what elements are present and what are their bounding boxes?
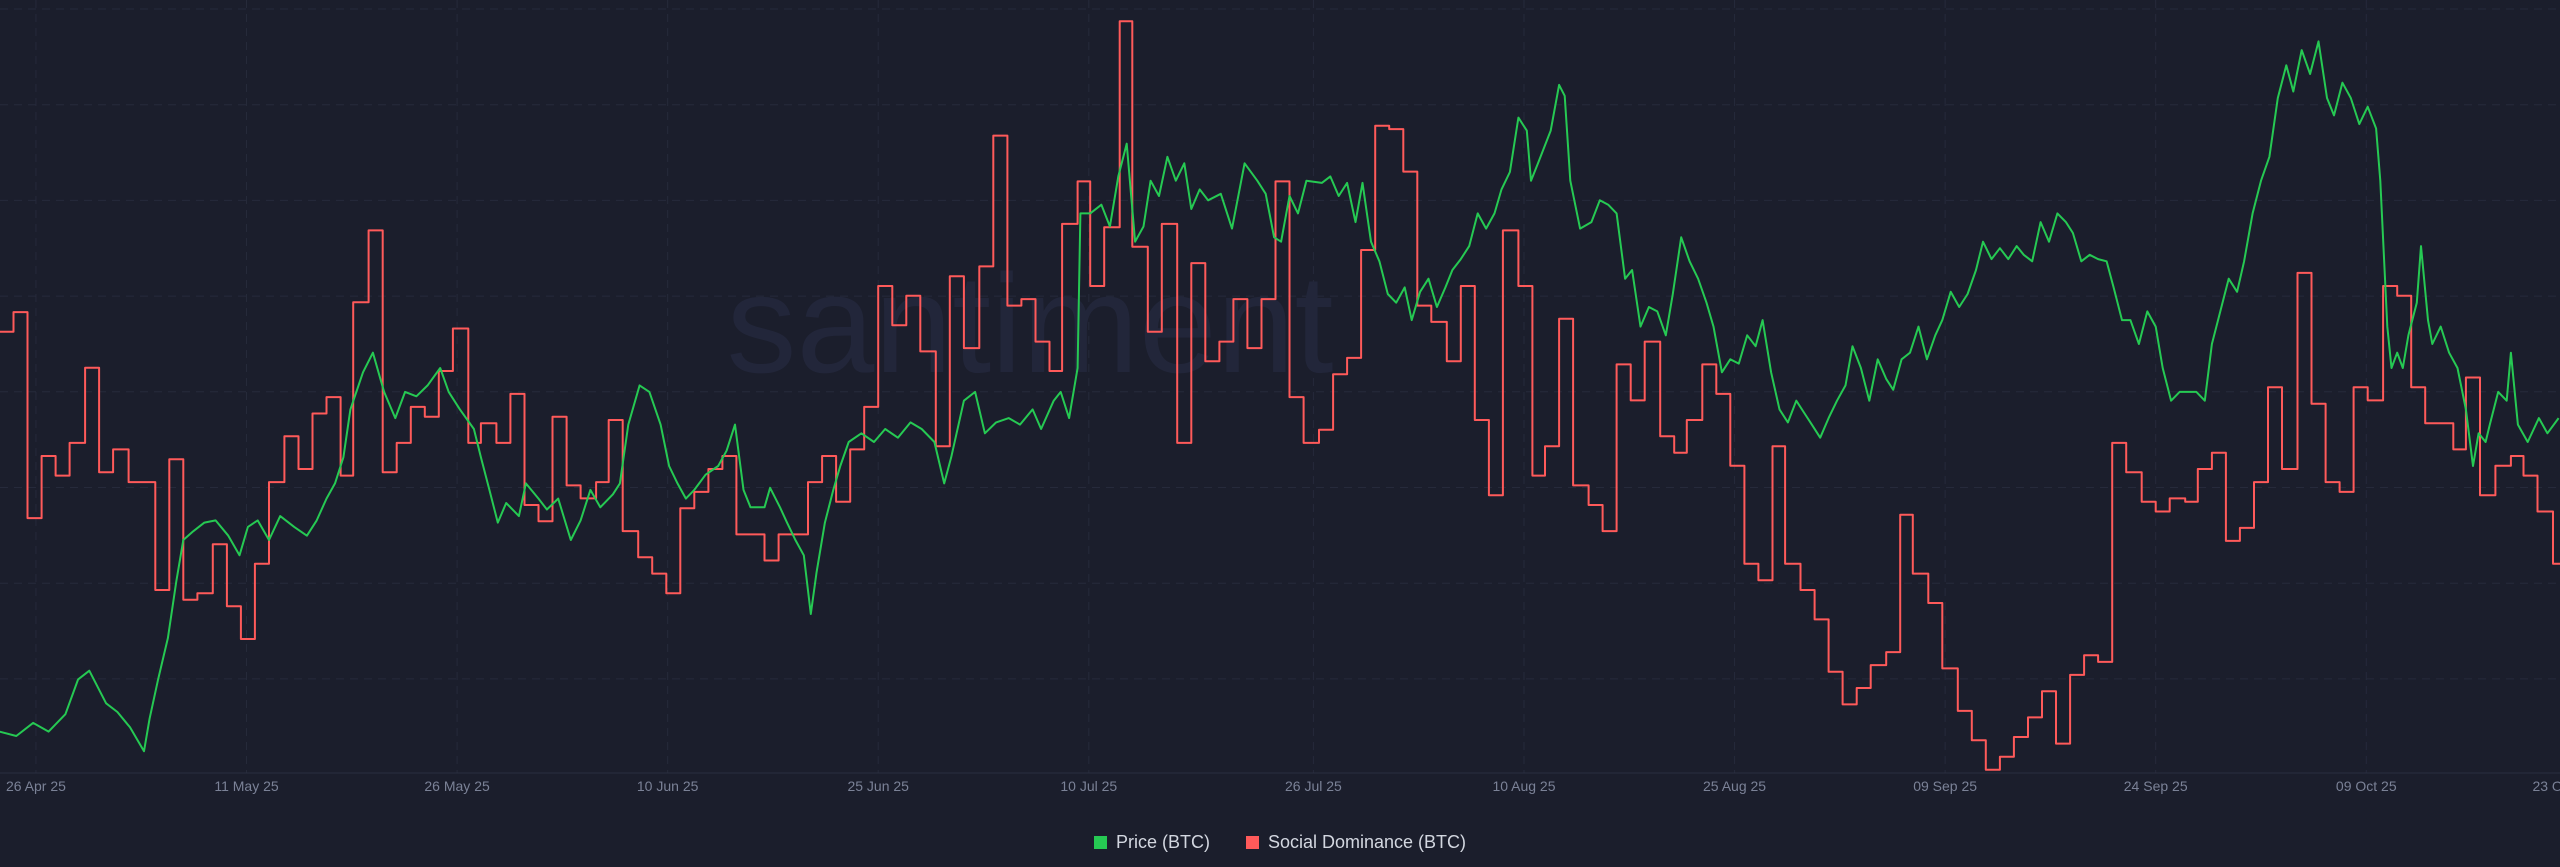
series-layer [0,20,2560,771]
x-tick-label: 10 Aug 25 [1492,778,1555,794]
series-line-price-btc [0,40,2560,753]
x-tick-label: 10 Jun 25 [637,778,699,794]
x-tick-label: 24 Sep 25 [2124,778,2188,794]
legend-label-price: Price (BTC) [1115,832,1210,852]
x-tick-label: 25 Jun 25 [847,778,909,794]
x-tick-label: 09 Oct 25 [2336,778,2397,794]
legend-swatch-social-dominance [1245,836,1259,849]
x-tick-label: 26 Jul 25 [1285,778,1342,794]
legend-label-social-dominance: Social Dominance (BTC) [1267,832,1467,852]
x-tick-label: 10 Jul 25 [1060,778,1117,794]
legend-item-social-dominance[interactable]: Social Dominance (BTC) [1245,832,1467,853]
x-tick-label: 11 May 25 [214,778,279,794]
legend-item-price[interactable]: Price (BTC) [1093,832,1210,853]
x-tick-label: 23 Oct 25 [2532,778,2560,794]
legend: Price (BTC) Social Dominance (BTC) [0,832,2560,853]
x-tick-label: 26 May 25 [424,778,490,794]
legend-swatch-price [1093,836,1107,849]
grid-lines [0,0,2560,773]
series-line-social-dominance-btc [0,20,2560,771]
x-tick-label: 25 Aug 25 [1703,778,1766,794]
chart: santiment 26 Apr 25 11 May 25 26 May 25 10 … [0,0,2560,794]
watermark: santiment [727,245,1334,402]
x-tick-label: 09 Sep 25 [1913,778,1977,794]
x-axis-ticks: 26 Apr 25 11 May 25 26 May 25 10 Jun 25 25 J… [6,778,2560,794]
x-tick-label: 26 Apr 25 [6,778,66,794]
